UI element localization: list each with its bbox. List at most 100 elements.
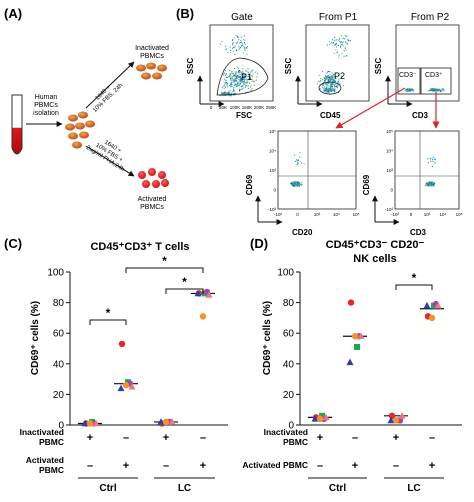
flow-event-dot — [232, 76, 234, 78]
flow-event-dot — [437, 89, 440, 92]
sign-inactivated: + — [317, 432, 323, 444]
y-tick-label: 100 — [47, 268, 64, 279]
flow-event-dot — [301, 182, 303, 184]
flow-event-dot — [223, 72, 226, 74]
flow-event-dot — [335, 85, 338, 88]
flow-plot-cd3 — [394, 130, 460, 210]
flow-event-dot — [241, 80, 243, 82]
flow-event-dot — [247, 68, 249, 70]
flow-event-dot — [242, 78, 245, 80]
flow-event-dot — [236, 42, 238, 45]
panel-b-label: (B) — [176, 6, 194, 21]
flow-event-dot — [239, 42, 241, 44]
flow-event-dot — [333, 88, 335, 90]
flow-event-dot — [342, 45, 344, 47]
flow-event-dot — [246, 79, 248, 81]
flow-event-dot — [334, 86, 336, 88]
flow-event-dot — [334, 83, 336, 85]
gate-p2-outline — [318, 81, 342, 95]
flow-plot-p2 — [395, 24, 460, 102]
flow-event-dot — [348, 40, 350, 42]
flow-event-dot — [431, 88, 433, 90]
flow-event-dot — [243, 45, 245, 47]
flow-event-dot — [238, 75, 240, 77]
fsc-tick-label: 250K — [266, 105, 277, 110]
fsc-tick-label: 100K — [230, 105, 241, 110]
flow-event-dot — [230, 75, 232, 77]
flow-event-dot — [409, 88, 411, 90]
flow-event-dot — [430, 182, 432, 184]
flow-event-dot — [340, 45, 342, 47]
flow-event-dot — [242, 70, 244, 72]
flow-event-dot — [235, 74, 237, 76]
data-point — [117, 384, 125, 392]
sign-inactivated: – — [200, 432, 206, 444]
flow-event-dot — [253, 81, 255, 83]
flow-event-dot — [221, 41, 223, 43]
flow-event-dot — [295, 182, 297, 184]
flow-event-dot — [332, 87, 334, 89]
flow-event-dot — [322, 79, 324, 81]
flow-event-dot — [333, 52, 335, 55]
flow-event-dot — [346, 54, 348, 56]
flow-event-dot — [434, 162, 436, 164]
flow-event-dot — [225, 70, 227, 72]
flow-dots-p2 — [404, 87, 445, 93]
flow-event-dot — [252, 69, 254, 71]
chart-d-title-line-2: NK cells — [353, 253, 396, 265]
significance-star: * — [106, 306, 111, 320]
flow-event-dot — [237, 36, 239, 39]
flow-event-dot — [229, 69, 231, 72]
flow-event-dot — [226, 84, 228, 86]
gate-y-label: SSC — [186, 58, 195, 75]
flow-event-dot — [427, 182, 429, 184]
flow-event-dot — [242, 73, 244, 76]
cd3-x-tick-labels: -10³ 0 10³ 10⁴ 10⁵ — [391, 212, 463, 217]
flow-event-dot — [340, 75, 342, 77]
flow-event-dot — [238, 76, 240, 78]
flow-event-dot — [334, 43, 337, 45]
flow-event-dot — [233, 41, 235, 43]
panel-d-label: (D) — [250, 236, 268, 251]
flow-event-dot — [240, 41, 242, 44]
flow-event-dot — [410, 88, 412, 90]
flow-event-dot — [231, 47, 233, 50]
flow-event-dot — [243, 79, 246, 81]
data-point — [128, 382, 136, 390]
data-point — [319, 412, 325, 419]
flow-event-dot — [333, 80, 335, 82]
flow-event-dot — [431, 183, 433, 185]
data-point — [398, 412, 406, 419]
source-label-line-1: Human — [35, 94, 58, 101]
flow-event-dot — [242, 52, 244, 54]
flow-event-dot — [231, 79, 233, 81]
lower-arrow — [85, 145, 135, 177]
flow-event-dot — [292, 184, 294, 186]
flow-event-dot — [327, 88, 329, 91]
fsc-tick-label: 50K — [219, 105, 227, 110]
flow-event-dot — [325, 82, 327, 84]
gate-p1-outline — [216, 57, 269, 96]
flow-title-gate: Gate — [231, 12, 253, 23]
log-tick-label: 10³ — [424, 212, 431, 217]
flow-event-dot — [442, 88, 444, 90]
source-label-line-2: PBMCs — [34, 102, 58, 109]
flow-plot-p1 — [305, 24, 370, 102]
flow-event-dot — [296, 158, 298, 161]
flow-event-dot — [246, 45, 248, 48]
flow-event-dot — [247, 72, 249, 74]
flow-event-dot — [332, 42, 334, 44]
flow-event-dot — [425, 184, 427, 186]
flow-event-dot — [292, 181, 294, 184]
flow-event-dot — [244, 84, 246, 86]
flow-event-dot — [242, 38, 244, 41]
flow-event-dot — [431, 165, 433, 168]
flow-event-dot — [241, 77, 243, 79]
flow-event-dot — [237, 84, 240, 87]
flow-event-dot — [433, 161, 435, 163]
flow-event-dot — [223, 85, 225, 87]
flow-event-dot — [343, 37, 345, 40]
data-point — [157, 418, 165, 425]
